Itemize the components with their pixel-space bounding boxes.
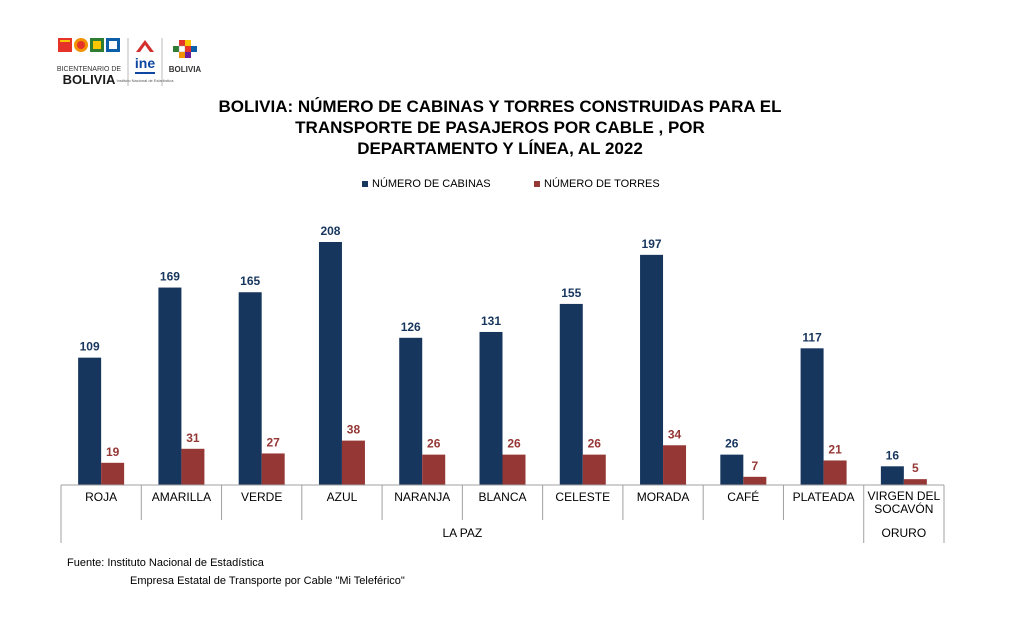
category-label-8-0: CAFÉ bbox=[727, 489, 759, 504]
state-logo: BOLIVIA bbox=[169, 40, 202, 74]
group-label-1: ORURO bbox=[882, 526, 927, 540]
data-label-torres-5: 26 bbox=[507, 437, 521, 451]
data-label-torres-0: 19 bbox=[106, 445, 120, 459]
data-label-cabinas-9: 117 bbox=[802, 330, 822, 344]
bar-torres-5 bbox=[502, 454, 526, 485]
svg-text:BOLIVIA: BOLIVIA bbox=[169, 65, 202, 74]
legend-label-cabinas: NÚMERO DE CABINAS bbox=[372, 178, 491, 190]
data-label-cabinas-2: 165 bbox=[240, 274, 260, 288]
category-label-2-0: VERDE bbox=[241, 490, 282, 504]
category-label-3-0: AZUL bbox=[327, 490, 358, 504]
data-label-cabinas-3: 208 bbox=[320, 224, 340, 238]
bar-torres-6 bbox=[582, 454, 606, 485]
legend-label-torres: NÚMERO DE TORRES bbox=[544, 178, 660, 190]
legend-item-cabinas: NÚMERO DE CABINAS bbox=[362, 178, 491, 190]
title-line-1: BOLIVIA: NÚMERO DE CABINAS Y TORRES CONS… bbox=[218, 97, 782, 116]
bicentenario-logo: BICENTENARIO DE BOLIVIA bbox=[57, 38, 122, 87]
category-label-4-0: NARANJA bbox=[394, 490, 450, 504]
svg-text:BICENTENARIO DE: BICENTENARIO DE bbox=[57, 66, 122, 73]
bar-torres-9 bbox=[823, 460, 847, 485]
data-label-torres-9: 21 bbox=[828, 442, 842, 456]
bar-torres-7 bbox=[663, 445, 687, 485]
bar-torres-2 bbox=[261, 453, 285, 485]
bar-torres-1 bbox=[181, 448, 205, 485]
bar-cabinas-6 bbox=[559, 303, 583, 485]
data-label-cabinas-5: 131 bbox=[481, 314, 501, 328]
legend-swatch-torres bbox=[534, 181, 540, 187]
category-label-10-1: SOCAVÓN bbox=[874, 501, 933, 516]
chart-title: BOLIVIA: NÚMERO DE CABINAS Y TORRES CONS… bbox=[140, 96, 860, 159]
data-label-torres-4: 26 bbox=[427, 437, 441, 451]
data-label-cabinas-7: 197 bbox=[642, 237, 662, 251]
category-label-6-0: CELESTE bbox=[555, 490, 610, 504]
bar-cabinas-3 bbox=[318, 242, 342, 485]
bar-torres-3 bbox=[341, 440, 365, 485]
data-label-cabinas-4: 126 bbox=[401, 320, 421, 334]
category-label-7-0: MORADA bbox=[637, 490, 690, 504]
data-label-cabinas-6: 155 bbox=[561, 286, 581, 300]
legend-swatch-cabinas bbox=[362, 181, 368, 187]
data-label-torres-10: 5 bbox=[912, 461, 919, 475]
category-label-1-0: AMARILLA bbox=[152, 490, 211, 504]
data-label-cabinas-8: 26 bbox=[725, 437, 739, 451]
bar-cabinas-8 bbox=[720, 454, 744, 485]
legend-item-torres: NÚMERO DE TORRES bbox=[534, 178, 660, 190]
data-label-torres-8: 7 bbox=[751, 459, 758, 473]
bar-torres-4 bbox=[422, 454, 446, 485]
bar-cabinas-10 bbox=[880, 466, 904, 485]
source-line-2: Empresa Estatal de Transporte por Cable … bbox=[130, 575, 405, 587]
data-label-torres-6: 26 bbox=[588, 437, 602, 451]
data-label-torres-2: 27 bbox=[267, 435, 281, 449]
svg-text:Instituto Nacional de Estadíst: Instituto Nacional de Estadística bbox=[117, 78, 175, 83]
source-line-1: Fuente: Instituto Nacional de Estadístic… bbox=[67, 557, 264, 569]
svg-text:BOLIVIA: BOLIVIA bbox=[63, 72, 116, 87]
group-label-0: LA PAZ bbox=[442, 526, 482, 540]
bar-torres-0 bbox=[101, 462, 125, 485]
bar-torres-10 bbox=[903, 479, 927, 485]
category-label-5-0: BLANCA bbox=[478, 490, 526, 504]
data-label-cabinas-0: 109 bbox=[80, 340, 100, 354]
bar-cabinas-0 bbox=[78, 357, 102, 485]
logos-group: BICENTENARIO DE BOLIVIA ine Instituto Na… bbox=[56, 34, 216, 90]
bar-torres-8 bbox=[743, 476, 767, 485]
bar-cabinas-4 bbox=[399, 337, 423, 485]
category-label-0-0: ROJA bbox=[85, 490, 117, 504]
bar-cabinas-1 bbox=[158, 287, 182, 485]
bar-cabinas-5 bbox=[479, 331, 503, 485]
bar-cabinas-7 bbox=[640, 254, 664, 485]
category-label-9-0: PLATEADA bbox=[793, 490, 855, 504]
bar-cabinas-9 bbox=[800, 348, 824, 485]
data-label-cabinas-10: 16 bbox=[886, 448, 900, 462]
svg-text:ine: ine bbox=[135, 55, 155, 71]
category-label-10-0: VIRGEN DEL bbox=[868, 489, 941, 503]
data-label-torres-7: 34 bbox=[668, 427, 682, 441]
title-line-2: TRANSPORTE DE PASAJEROS POR CABLE , POR bbox=[295, 118, 705, 137]
title-line-3: DEPARTAMENTO Y LÍNEA, AL 2022 bbox=[357, 139, 643, 158]
data-label-cabinas-1: 169 bbox=[160, 270, 180, 284]
data-label-torres-1: 31 bbox=[186, 431, 200, 445]
data-label-torres-3: 38 bbox=[347, 423, 361, 437]
bar-cabinas-2 bbox=[238, 292, 262, 485]
ine-logo: ine Instituto Nacional de Estadística bbox=[117, 40, 175, 83]
